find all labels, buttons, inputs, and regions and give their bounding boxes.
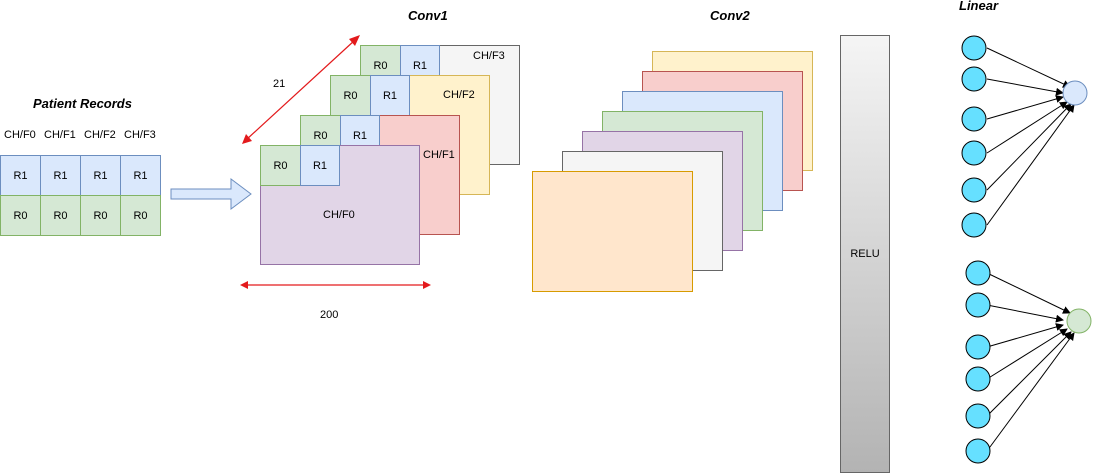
relu-layer: RELU [840,35,890,473]
r1-cell: R1 [370,75,410,116]
connections-group-2 [986,272,1075,452]
input-neuron [965,292,991,318]
linear-title: Linear [959,0,999,13]
input-neuron [961,66,987,92]
input-neuron [965,403,991,429]
feature-map-label: CH/F1 [423,149,455,161]
input-neuron [965,260,991,286]
input-neurons-group-2 [965,260,991,464]
input-neuron [965,366,991,392]
input-neuron [961,140,987,166]
relu-label: RELU [850,248,880,260]
conv2-title: Conv2 [710,8,750,23]
input-neuron [961,212,987,238]
width-dimension-arrow [240,281,431,289]
width-dimension-label: 200 [320,309,339,321]
r0-cell: R0 [330,75,371,116]
input-neuron [961,106,987,132]
input-neuron [961,35,987,61]
conv2-feature-map [532,171,693,292]
table-cell: R1 [80,155,121,196]
feature-map-label: CH/F3 [473,50,505,62]
table-cell: R0 [120,195,161,236]
table-cell: R0 [40,195,81,236]
table-cell: R0 [80,195,121,236]
column-header: CH/F2 [84,129,116,141]
patient-records-title: Patient Records [33,96,132,111]
input-neuron [965,438,991,464]
feature-map-label: CH/F0 [323,209,355,221]
table-cell: R0 [0,195,41,236]
table-cell: R1 [0,155,41,196]
output-neuron-2 [1066,308,1092,334]
output-neuron-1 [1062,80,1088,106]
table-cell: R1 [120,155,161,196]
conv1-title: Conv1 [408,8,448,23]
r1-cell: R1 [300,145,340,186]
r0-cell: R0 [260,145,301,186]
column-header: CH/F0 [4,129,36,141]
input-neuron [965,334,991,360]
column-header: CH/F3 [124,129,156,141]
table-cell: R1 [40,155,81,196]
connections-group-1 [986,47,1075,226]
input-neurons-group-1 [961,35,987,238]
depth-dimension-label: 21 [273,78,286,90]
input-neuron [961,177,987,203]
block-arrow-shape [170,178,252,210]
feature-map-label: CH/F2 [443,89,475,101]
column-header: CH/F1 [44,129,76,141]
